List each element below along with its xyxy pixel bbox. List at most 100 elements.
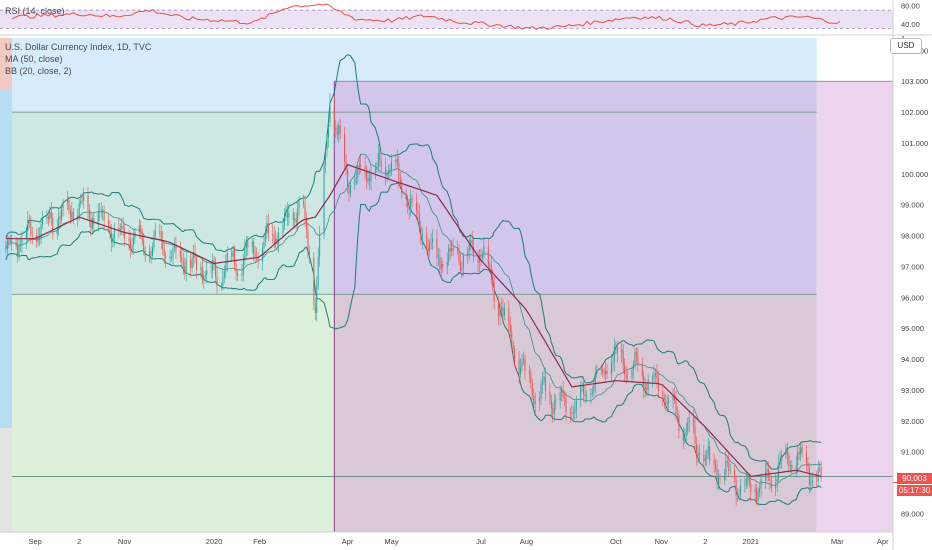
candle-body [360, 164, 362, 167]
candle-body [499, 310, 501, 317]
bb-indicator-label[interactable]: BB (20, close, 2) [5, 66, 72, 76]
candle-body [173, 245, 175, 248]
candle-body [154, 230, 156, 235]
candle-body [261, 248, 263, 262]
candle-body [552, 407, 554, 414]
candle-body [448, 248, 450, 263]
candle-body [820, 467, 822, 478]
candle-body [520, 366, 522, 375]
candle-body [31, 234, 33, 236]
candle-body [594, 373, 596, 384]
candle-body [275, 238, 277, 245]
candle-body [481, 254, 483, 258]
rsi-axis-label: 40.00 [901, 20, 920, 29]
candle-body [781, 454, 783, 461]
candle-body [559, 392, 561, 401]
candle-body [436, 238, 438, 258]
candle-body [462, 256, 464, 267]
candle-body [572, 412, 574, 414]
price-tick-label: 103.000 [901, 77, 928, 86]
candle-body [72, 211, 74, 220]
candle-body [237, 272, 239, 276]
candle-body [150, 251, 152, 256]
price-tick-label: 94.000 [901, 355, 924, 364]
candle-body [775, 482, 777, 489]
currency-badge[interactable]: USD [890, 38, 922, 54]
candle-body [97, 211, 99, 225]
candle-body [684, 436, 686, 441]
candle-body [273, 235, 275, 245]
time-tick-label: Apr [342, 537, 354, 546]
candle-body [808, 466, 810, 485]
candle-body [354, 178, 356, 185]
candle-body [149, 251, 151, 257]
price-tick-label: 96.000 [901, 293, 924, 302]
candle-body [91, 218, 93, 229]
candle-body [735, 479, 737, 496]
candle-body [737, 494, 739, 496]
candle-body [335, 127, 337, 131]
candle-body [25, 231, 27, 240]
candle-body [99, 211, 101, 213]
ma-indicator-label[interactable]: MA (50, close) [5, 54, 63, 64]
candle-body [191, 257, 193, 269]
rsi-pane: 80.00 40.00 [0, 2, 932, 36]
candle-body [415, 202, 417, 211]
candle-body [355, 177, 357, 179]
candle-body [757, 492, 759, 501]
candle-body [333, 101, 335, 128]
candle-body [442, 264, 444, 267]
candle-body [159, 230, 161, 233]
candle-body [728, 462, 730, 471]
candle-body [581, 385, 583, 388]
candle-body [575, 400, 577, 410]
candle-body [401, 185, 403, 194]
rsi-legend: RSI (14, close) [5, 5, 65, 17]
candle-body [602, 369, 604, 372]
candle-body [427, 247, 429, 252]
candle-body [267, 223, 269, 234]
candle-body [109, 225, 111, 234]
candle-body [625, 374, 627, 378]
candle-body [726, 460, 728, 463]
candle-body [264, 233, 266, 242]
candle-body [216, 276, 218, 286]
candle-body [190, 259, 192, 269]
candle-body [220, 285, 222, 287]
candle-body [232, 250, 234, 257]
candle-body [610, 363, 612, 374]
candle-body [193, 252, 195, 258]
candle-body [345, 161, 347, 170]
candle-body [165, 256, 167, 259]
candle-body [169, 256, 171, 259]
candle-body [367, 178, 369, 182]
countdown-tag: 05:17:30 [897, 485, 932, 496]
ma-line [5, 163, 822, 478]
candle-body [6, 240, 8, 250]
candle-body [326, 137, 328, 151]
candle-body [204, 275, 206, 276]
candle-body [405, 193, 407, 200]
candle-body [396, 159, 398, 164]
candle-body [591, 391, 593, 394]
candle-body [377, 152, 379, 168]
candle-body [543, 376, 545, 382]
candle-body [194, 252, 196, 258]
candle-body [138, 225, 140, 233]
candle-body [83, 194, 85, 201]
candlesticks [5, 93, 822, 506]
candle-body [580, 387, 582, 401]
candle-body [71, 211, 73, 219]
candle-body [451, 247, 453, 252]
bb-upper-line [5, 54, 822, 470]
candle-body [50, 211, 52, 218]
candle-body [635, 352, 637, 356]
candle-body [308, 250, 310, 258]
candle-body [210, 270, 212, 271]
price-tick-label: 89.000 [901, 509, 924, 518]
candle-body [294, 218, 296, 220]
candle-body [555, 400, 557, 402]
candle-body [500, 307, 502, 311]
candle-body [8, 240, 10, 242]
